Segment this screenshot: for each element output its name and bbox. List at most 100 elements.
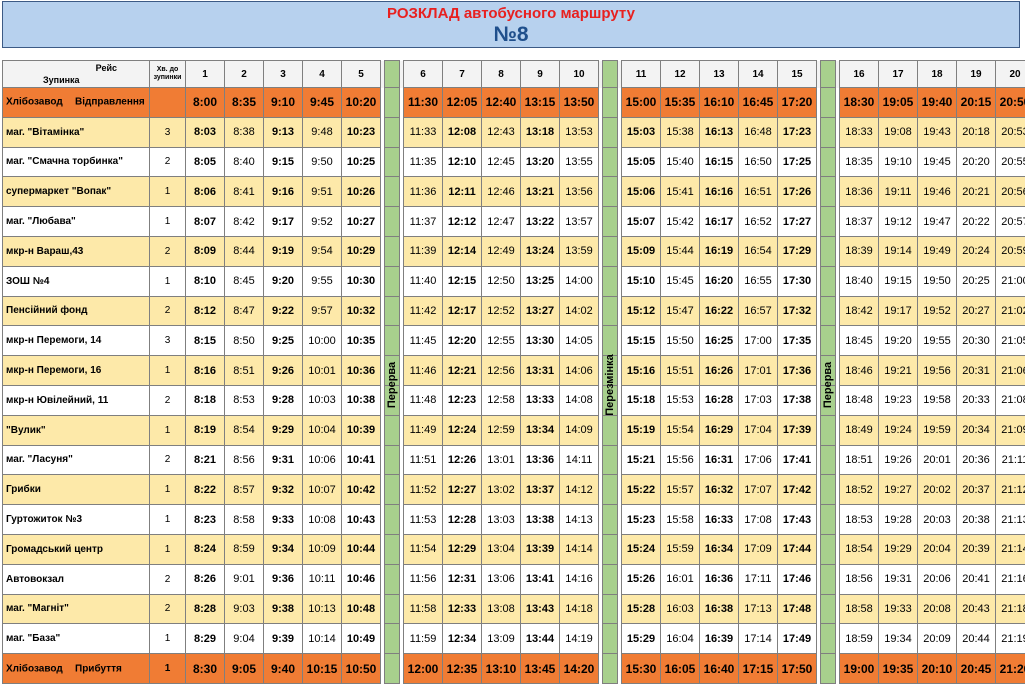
departure-time: 16:40: [699, 653, 739, 684]
departure-time: 13:09: [481, 623, 521, 655]
departure-time: 15:21: [621, 444, 661, 476]
departure-time: 10:08: [302, 504, 342, 535]
departure-time: 9:01: [224, 563, 264, 595]
break-cell: [602, 593, 618, 625]
stop-row: мкр-н Перемоги, 16 1 8:16 8:51 9:26 10:01 10:3…: [2, 355, 1025, 386]
departure-time: 15:54: [660, 414, 700, 446]
departure-time: 16:51: [738, 176, 778, 208]
departure-time: 18:35: [839, 146, 879, 178]
minutes-to-stop: [149, 87, 186, 118]
departure-time: 20:36: [956, 444, 996, 476]
departure-time: 15:23: [621, 504, 661, 535]
departure-time: 10:42: [341, 474, 381, 506]
stop-name: маг. "Магніт": [2, 593, 150, 625]
departure-time: 18:51: [839, 444, 879, 476]
departure-time: 18:49: [839, 414, 879, 446]
departure-time: 9:29: [263, 414, 303, 446]
stop-row: маг. "Вітамінка" 3 8:03 8:38 9:13 9:48 10:23 11…: [2, 116, 1025, 148]
departure-time: 17:39: [777, 414, 817, 446]
departure-time: 10:32: [341, 295, 381, 327]
departure-time: 9:52: [302, 206, 342, 237]
departure-time: 8:51: [224, 355, 264, 386]
departure-time: 18:42: [839, 295, 879, 327]
departure-time: 13:36: [520, 444, 560, 476]
departure-time: 16:04: [660, 623, 700, 655]
departure-time: 11:52: [403, 474, 443, 506]
trip-number: 15: [777, 60, 817, 88]
break-cell: [602, 533, 618, 565]
departure-time: 13:27: [520, 295, 560, 327]
departure-time: 9:48: [302, 116, 342, 148]
break-label: Перерва: [386, 362, 399, 409]
minutes-to-stop: 1: [149, 474, 186, 506]
departure-time: 18:39: [839, 235, 879, 267]
break-label: Перерва: [822, 362, 835, 409]
departure-time: 17:03: [738, 384, 778, 416]
departure-time: 21:20: [995, 653, 1025, 684]
departure-time: 20:24: [956, 235, 996, 267]
break-cell: [384, 563, 400, 595]
break-cell: [384, 116, 400, 148]
departure-time: 8:09: [185, 235, 225, 267]
departure-time: 10:13: [302, 593, 342, 625]
departure-time: 13:08: [481, 593, 521, 625]
departure-time: 10:20: [341, 87, 381, 118]
departure-time: 10:36: [341, 355, 381, 386]
departure-time: 20:53: [995, 116, 1025, 148]
departure-time: 10:30: [341, 265, 381, 297]
departure-time: 8:41: [224, 176, 264, 208]
departure-time: 17:25: [777, 146, 817, 178]
break-cell: [384, 235, 400, 267]
departure-time: 12:05: [442, 87, 482, 118]
departure-time: 15:51: [660, 355, 700, 386]
departure-time: 20:34: [956, 414, 996, 446]
break-cell: [820, 295, 836, 327]
departure-time: 13:53: [559, 116, 599, 148]
departure-time: 8:10: [185, 265, 225, 297]
departure-time: 19:08: [878, 116, 918, 148]
break-cell: [820, 325, 836, 357]
departure-time: 19:05: [878, 87, 918, 118]
trip-number: 7: [442, 60, 482, 88]
stop-name: "Вулик": [2, 414, 150, 446]
departure-time: 16:32: [699, 474, 739, 506]
departure-time: 21:14: [995, 533, 1025, 565]
departure-time: 17:07: [738, 474, 778, 506]
trip-number: 14: [738, 60, 778, 88]
minutes-to-stop: 2: [149, 295, 186, 327]
departure-time: 13:20: [520, 146, 560, 178]
departure-time: 8:00: [185, 87, 225, 118]
departure-time: 19:27: [878, 474, 918, 506]
stop-row: Громадський центр 1 8:24 8:59 9:34 10:09 10:44…: [2, 533, 1025, 565]
stop-name: мкр-н Перемоги, 14: [2, 325, 150, 357]
minutes-to-stop: 2: [149, 146, 186, 178]
departure-time: 10:29: [341, 235, 381, 267]
departure-time: 9:10: [263, 87, 303, 118]
trip-number: 4: [302, 60, 342, 88]
departure-time: 17:14: [738, 623, 778, 655]
departure-time: 9:33: [263, 504, 303, 535]
departure-time: 16:10: [699, 87, 739, 118]
departure-time: 15:45: [660, 265, 700, 297]
departure-time: 11:37: [403, 206, 443, 237]
stop-name: маг. "Вітамінка": [2, 116, 150, 148]
header-row: Рейс Зупинка Хв. до зупинки 1 2 3 4 5 6 7 8 9 10 11 12…: [2, 60, 1025, 88]
departure-time: 10:27: [341, 206, 381, 237]
break-cell: [602, 444, 618, 476]
departure-time: 13:59: [559, 235, 599, 267]
break-cell: [384, 384, 400, 416]
departure-time: 18:53: [839, 504, 879, 535]
break-cell: [820, 384, 836, 416]
departure-time: 20:09: [917, 623, 957, 655]
departure-time: 20:02: [917, 474, 957, 506]
departure-time: 11:46: [403, 355, 443, 386]
departure-time: 20:01: [917, 444, 957, 476]
departure-time: 11:33: [403, 116, 443, 148]
departure-time: 8:03: [185, 116, 225, 148]
departure-time: 12:55: [481, 325, 521, 357]
departure-time: 15:15: [621, 325, 661, 357]
break-cell: [602, 623, 618, 655]
minutes-to-stop: 1: [149, 355, 186, 386]
departure-time: 20:39: [956, 533, 996, 565]
direction-label: Відправлення: [75, 96, 145, 108]
